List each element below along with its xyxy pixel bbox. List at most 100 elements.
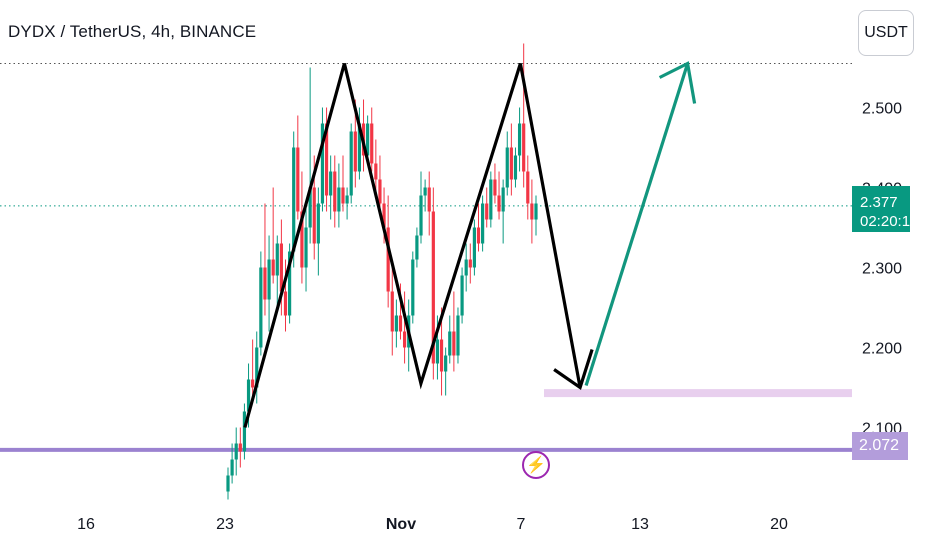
candle	[324, 123, 329, 196]
candle	[497, 195, 501, 212]
time-tick-label: 7	[517, 516, 526, 533]
candle	[411, 259, 415, 316]
candle	[444, 355, 448, 372]
candle	[374, 163, 378, 180]
candle	[468, 259, 472, 268]
candle	[517, 123, 522, 156]
candle	[402, 331, 407, 348]
target-zone	[544, 389, 852, 398]
candle	[456, 315, 460, 356]
candle	[251, 379, 255, 388]
price-tick-label: 2.200	[862, 341, 902, 358]
time-tick-label: Nov	[386, 516, 416, 533]
candle	[234, 443, 238, 460]
time-tick-label: 20	[770, 516, 788, 533]
candle	[308, 187, 312, 228]
candle	[485, 203, 489, 220]
candle	[501, 187, 505, 212]
candle	[259, 267, 263, 348]
candle	[292, 147, 296, 252]
currency-selector[interactable]: USDT	[858, 10, 914, 56]
candle	[431, 211, 435, 364]
candle	[493, 179, 497, 196]
candle	[341, 187, 345, 204]
candle	[460, 275, 464, 316]
candle	[522, 123, 526, 172]
candle	[370, 123, 374, 164]
candle	[357, 123, 362, 172]
chart-title: DYDX / TetherUS, 4h, BINANCE	[8, 22, 257, 41]
candle	[238, 443, 242, 452]
candle	[382, 203, 386, 228]
candle	[304, 227, 308, 268]
candle	[489, 179, 493, 220]
candle	[345, 195, 349, 204]
candle	[267, 259, 271, 300]
candle	[472, 227, 476, 268]
horizontal-levels	[0, 63, 852, 452]
last-price: 2.377	[860, 194, 898, 211]
candle	[476, 227, 481, 244]
candle	[333, 171, 337, 212]
candle	[439, 339, 444, 372]
double-top-pattern	[243, 63, 582, 428]
candle	[316, 203, 320, 244]
candle	[435, 339, 440, 364]
candle	[390, 291, 394, 332]
candle	[271, 259, 275, 276]
candle	[481, 203, 485, 244]
bar-countdown: 02:20:11	[860, 213, 918, 230]
candle	[275, 243, 279, 276]
candle	[349, 131, 353, 196]
candle	[279, 243, 283, 292]
time-axis[interactable]: 16 23 Nov 7 13 20	[77, 516, 788, 533]
candle	[337, 187, 341, 212]
candle	[394, 315, 398, 332]
candle	[415, 235, 419, 260]
candle	[419, 195, 423, 236]
candle	[366, 123, 370, 156]
candles	[226, 43, 538, 500]
candle	[320, 123, 325, 204]
candle	[386, 227, 390, 292]
target-arrowhead	[658, 61, 697, 104]
candle	[526, 171, 530, 204]
lightning-bolt-icon[interactable]: ⚡	[522, 451, 550, 479]
candle	[464, 259, 468, 276]
candle	[312, 187, 316, 244]
candle	[246, 379, 251, 412]
candle	[242, 411, 247, 452]
time-tick-label: 13	[631, 516, 649, 533]
price-tick-label: 2.500	[862, 101, 902, 118]
candle	[329, 171, 333, 196]
candle	[230, 459, 234, 476]
candle	[505, 147, 509, 188]
candle	[283, 291, 288, 316]
candle	[534, 203, 538, 220]
candle	[452, 331, 456, 356]
candle	[296, 147, 300, 212]
candle	[530, 203, 534, 220]
candle	[423, 187, 427, 196]
candle	[513, 155, 518, 180]
candle	[226, 475, 230, 492]
candle	[288, 251, 292, 316]
time-tick-label: 23	[216, 516, 234, 533]
drawings[interactable]	[243, 61, 697, 428]
candle	[509, 147, 513, 180]
support-level-badge: 2.072	[852, 432, 908, 460]
candle	[398, 315, 403, 332]
candle	[427, 187, 431, 212]
candle	[448, 331, 452, 356]
candle	[378, 179, 382, 204]
candle	[255, 347, 259, 388]
pattern-arrowhead	[553, 349, 594, 391]
price-tick-label: 2.300	[862, 261, 902, 278]
time-tick-label: 16	[77, 516, 95, 533]
candle	[353, 131, 357, 172]
target-arrow	[584, 63, 690, 386]
last-price-badge: 2.377 02:20:11	[852, 186, 918, 232]
